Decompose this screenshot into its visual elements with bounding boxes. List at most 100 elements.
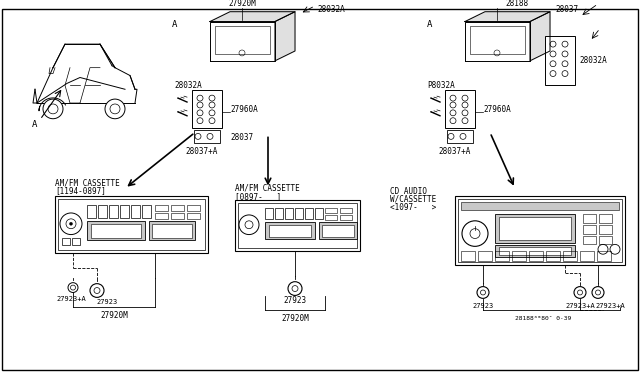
- Circle shape: [70, 222, 72, 225]
- Text: 27923: 27923: [284, 296, 307, 305]
- Bar: [109, 205, 118, 218]
- Bar: [499, 217, 571, 240]
- Bar: [478, 251, 492, 261]
- Bar: [192, 90, 222, 128]
- Text: 28188ᵃᵐ80ˆ 0·39: 28188ᵃᵐ80ˆ 0·39: [515, 317, 571, 321]
- Polygon shape: [210, 22, 275, 61]
- Text: 28037: 28037: [555, 5, 578, 14]
- Bar: [546, 251, 560, 261]
- Text: 28032A: 28032A: [579, 56, 607, 65]
- Bar: [597, 251, 611, 261]
- Bar: [583, 214, 596, 223]
- Bar: [142, 205, 151, 218]
- Bar: [171, 213, 184, 219]
- Bar: [55, 196, 208, 253]
- Text: P8032A: P8032A: [427, 81, 455, 90]
- Circle shape: [477, 286, 489, 298]
- Bar: [295, 208, 303, 219]
- Bar: [194, 129, 220, 143]
- Bar: [461, 202, 619, 210]
- Polygon shape: [210, 12, 295, 22]
- Bar: [215, 26, 270, 54]
- Text: A: A: [428, 20, 433, 29]
- Bar: [563, 251, 577, 261]
- Text: AM/FM CASSETTE: AM/FM CASSETTE: [55, 178, 120, 187]
- Circle shape: [68, 283, 78, 292]
- Circle shape: [43, 99, 63, 119]
- Bar: [171, 205, 184, 211]
- Bar: [445, 90, 475, 128]
- Text: 27920M: 27920M: [100, 311, 128, 320]
- Text: 28188: 28188: [505, 0, 528, 8]
- Text: 27923: 27923: [97, 299, 118, 305]
- Bar: [91, 224, 141, 237]
- Text: [1194-0897]: [1194-0897]: [55, 186, 106, 195]
- Bar: [315, 208, 323, 219]
- Bar: [340, 208, 352, 213]
- Bar: [470, 26, 525, 54]
- Text: 27960A: 27960A: [230, 105, 258, 114]
- Text: AM/FM CASSETTE: AM/FM CASSETTE: [235, 184, 300, 193]
- Bar: [583, 235, 596, 244]
- Bar: [265, 208, 273, 219]
- Text: 27923+A: 27923+A: [565, 303, 595, 309]
- Polygon shape: [465, 12, 550, 22]
- Bar: [120, 205, 129, 218]
- Bar: [325, 208, 337, 213]
- Polygon shape: [465, 22, 530, 61]
- Circle shape: [110, 104, 120, 114]
- Bar: [499, 247, 571, 255]
- Circle shape: [48, 104, 58, 114]
- Bar: [87, 221, 145, 240]
- Text: 28037+A: 28037+A: [186, 147, 218, 155]
- Bar: [155, 205, 168, 211]
- Bar: [62, 238, 70, 246]
- Bar: [340, 215, 352, 220]
- Bar: [545, 36, 575, 85]
- Bar: [325, 215, 337, 220]
- Bar: [187, 205, 200, 211]
- Bar: [187, 213, 200, 219]
- Circle shape: [288, 282, 302, 295]
- Bar: [58, 199, 205, 250]
- Bar: [285, 208, 293, 219]
- Text: A: A: [32, 120, 38, 129]
- Text: 27923+A: 27923+A: [56, 296, 86, 302]
- Text: <1097-   >: <1097- >: [390, 203, 436, 212]
- Bar: [580, 251, 594, 261]
- Text: 28037: 28037: [230, 133, 253, 142]
- Polygon shape: [275, 12, 295, 61]
- Bar: [87, 205, 96, 218]
- Text: 27923+A: 27923+A: [595, 303, 625, 309]
- Bar: [529, 251, 543, 261]
- Text: [0897-   ]: [0897- ]: [235, 192, 281, 201]
- Text: A: A: [172, 20, 178, 29]
- Bar: [72, 238, 80, 246]
- Bar: [461, 251, 475, 261]
- Bar: [447, 129, 473, 143]
- Bar: [512, 251, 526, 261]
- Text: 28037+A: 28037+A: [439, 147, 471, 155]
- Bar: [152, 224, 192, 237]
- Bar: [495, 251, 509, 261]
- Bar: [98, 205, 107, 218]
- Bar: [455, 196, 625, 265]
- Bar: [155, 213, 168, 219]
- Text: 27960A: 27960A: [483, 105, 511, 114]
- Bar: [583, 225, 596, 234]
- Bar: [265, 222, 315, 240]
- Bar: [322, 225, 354, 237]
- Bar: [235, 200, 360, 251]
- Text: 27920M: 27920M: [228, 0, 256, 8]
- Text: 28032A: 28032A: [174, 81, 202, 90]
- Bar: [149, 221, 195, 240]
- Bar: [599, 214, 612, 223]
- Polygon shape: [530, 12, 550, 61]
- Bar: [305, 208, 313, 219]
- Circle shape: [592, 286, 604, 298]
- Bar: [319, 222, 357, 240]
- Text: W/CASSETTE: W/CASSETTE: [390, 195, 436, 204]
- Bar: [495, 246, 575, 257]
- Bar: [495, 214, 575, 243]
- Circle shape: [105, 99, 125, 119]
